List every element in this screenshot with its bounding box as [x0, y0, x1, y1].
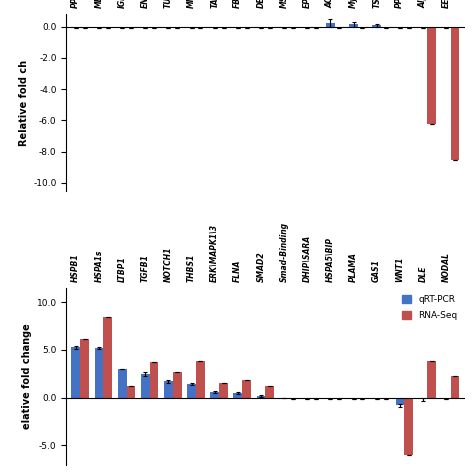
- Bar: [210, 392, 219, 398]
- Bar: [395, 398, 404, 405]
- Bar: [164, 27, 173, 28]
- Bar: [103, 317, 112, 398]
- Bar: [381, 27, 390, 28]
- Bar: [381, 398, 390, 399]
- Bar: [234, 27, 242, 28]
- Bar: [373, 398, 381, 399]
- Bar: [404, 27, 413, 28]
- Bar: [442, 27, 451, 28]
- Bar: [303, 27, 312, 28]
- Bar: [256, 27, 265, 28]
- Bar: [358, 398, 367, 399]
- Bar: [335, 27, 344, 28]
- Bar: [150, 363, 158, 398]
- Bar: [428, 362, 436, 398]
- Bar: [428, 27, 436, 124]
- Bar: [358, 27, 367, 28]
- Bar: [256, 396, 265, 398]
- Bar: [72, 27, 80, 28]
- Bar: [103, 27, 112, 28]
- Bar: [326, 23, 335, 27]
- Y-axis label: elative fold change: elative fold change: [22, 323, 32, 429]
- Bar: [127, 27, 136, 28]
- Bar: [95, 27, 103, 28]
- Bar: [242, 27, 251, 28]
- Bar: [312, 398, 320, 399]
- Bar: [349, 398, 358, 399]
- Bar: [335, 398, 344, 399]
- Bar: [141, 27, 150, 28]
- Bar: [442, 398, 451, 399]
- Bar: [210, 27, 219, 28]
- Bar: [280, 27, 289, 28]
- Bar: [265, 27, 274, 28]
- Bar: [196, 27, 205, 28]
- Bar: [118, 369, 127, 398]
- Legend: qRT-PCR, RNA-Seq: qRT-PCR, RNA-Seq: [399, 292, 460, 322]
- Bar: [312, 27, 320, 28]
- Bar: [80, 339, 89, 398]
- Bar: [173, 372, 182, 398]
- Bar: [395, 27, 404, 28]
- Bar: [80, 27, 89, 28]
- Bar: [326, 398, 335, 399]
- Bar: [349, 24, 358, 27]
- Bar: [289, 398, 297, 399]
- Bar: [419, 398, 428, 399]
- Bar: [219, 27, 228, 28]
- Y-axis label: Relative fold ch: Relative fold ch: [19, 59, 29, 146]
- Bar: [234, 393, 242, 398]
- Bar: [419, 27, 428, 28]
- Bar: [242, 380, 251, 398]
- Bar: [404, 398, 413, 455]
- Bar: [451, 27, 459, 160]
- Bar: [303, 398, 312, 399]
- Bar: [196, 362, 205, 398]
- Bar: [187, 27, 196, 28]
- Bar: [95, 348, 103, 398]
- Bar: [265, 386, 274, 398]
- Bar: [187, 384, 196, 398]
- Bar: [72, 347, 80, 398]
- Bar: [141, 374, 150, 398]
- Bar: [164, 382, 173, 398]
- Bar: [451, 376, 459, 398]
- Bar: [127, 386, 136, 398]
- Bar: [173, 27, 182, 28]
- Bar: [289, 27, 297, 28]
- Bar: [150, 27, 158, 28]
- Bar: [219, 383, 228, 398]
- Bar: [118, 27, 127, 28]
- Bar: [373, 26, 381, 27]
